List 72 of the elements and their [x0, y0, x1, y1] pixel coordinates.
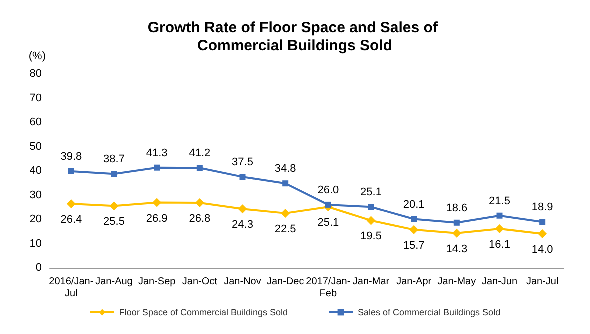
data-label: 26.4 — [60, 214, 82, 226]
point — [496, 212, 503, 219]
x-tick-label: Jan-Apr — [396, 276, 432, 288]
y-tick-label: 50 — [30, 140, 42, 153]
point — [366, 216, 376, 226]
data-label: 18.9 — [532, 202, 554, 214]
data-label: 16.1 — [489, 238, 510, 251]
point — [454, 220, 460, 226]
x-tick-label: Jan-Dec — [266, 276, 304, 288]
point — [538, 230, 548, 239]
data-label: 18.6 — [446, 202, 468, 214]
data-label: 26.0 — [318, 184, 340, 196]
point — [238, 204, 248, 214]
data-label: 25.1 — [318, 217, 340, 230]
point — [240, 174, 246, 180]
point — [195, 198, 204, 208]
data-label: 26.9 — [146, 212, 168, 225]
chart-title: Growth Rate of Floor Space and Sales of Commercial Buildings Sold — [148, 20, 442, 54]
y-tick-label: 0 — [36, 262, 42, 274]
data-label: 37.5 — [232, 156, 254, 169]
data-label: 21.5 — [489, 195, 510, 208]
x-tick-label: Jan-Jul — [526, 276, 559, 288]
point — [154, 164, 160, 171]
y-tick-label: 80 — [30, 68, 42, 80]
data-label: 19.5 — [360, 230, 382, 243]
x-tick-label: Jan-Sep — [138, 276, 176, 288]
y-tick-label: 30 — [30, 189, 42, 202]
point — [282, 180, 289, 187]
y-tick-label: 40 — [30, 165, 42, 177]
x-tick-label: Jan-Aug — [96, 276, 133, 288]
data-label: 25.1 — [360, 186, 382, 199]
y-tick-label: 10 — [30, 238, 42, 250]
data-label: 38.7 — [104, 154, 125, 166]
data-label: 41.2 — [189, 148, 211, 160]
point — [495, 224, 504, 234]
point — [410, 225, 419, 234]
x-tick-label: 2016/Jan-Jul — [49, 276, 94, 300]
y-axis-title: (%) — [28, 50, 46, 62]
point — [368, 204, 374, 210]
point — [281, 208, 290, 218]
point — [152, 198, 162, 208]
data-label: 25.5 — [104, 216, 125, 228]
x-tick-label: 2017/Jan-Feb — [306, 276, 351, 300]
data-label: 14.0 — [532, 244, 554, 256]
point — [66, 199, 76, 208]
data-label: 15.7 — [403, 240, 425, 252]
point — [196, 165, 203, 172]
x-tick-label: Jan-Oct — [182, 276, 218, 288]
data-label: 20.1 — [403, 198, 425, 211]
y-tick-label: 20 — [30, 214, 42, 226]
data-label: 22.5 — [274, 223, 296, 236]
y-tick-label: 60 — [30, 116, 42, 128]
data-label: 14.3 — [446, 243, 468, 256]
data-label: 24.3 — [232, 219, 254, 232]
data-label: 34.8 — [274, 163, 296, 176]
point — [452, 228, 462, 238]
point — [110, 202, 119, 211]
point — [111, 171, 118, 178]
data-label: 26.8 — [189, 213, 211, 226]
y-tick-label: 70 — [30, 92, 42, 104]
legend-label: Sales of Commercial Buildings Sold — [358, 308, 501, 318]
x-tick-label: Jan-Jun — [482, 276, 518, 288]
x-tick-label: Jan-Mar — [352, 276, 390, 288]
point — [411, 216, 418, 222]
legend-label: Floor Space of Commercial Buildings Sold — [119, 308, 288, 318]
point — [68, 168, 74, 174]
x-tick-label: Jan-Nov — [224, 276, 262, 288]
data-label: 39.8 — [60, 150, 82, 163]
point — [325, 202, 332, 208]
data-label: 41.3 — [146, 147, 168, 160]
x-tick-label: Jan-May — [438, 276, 476, 288]
point — [540, 219, 546, 226]
